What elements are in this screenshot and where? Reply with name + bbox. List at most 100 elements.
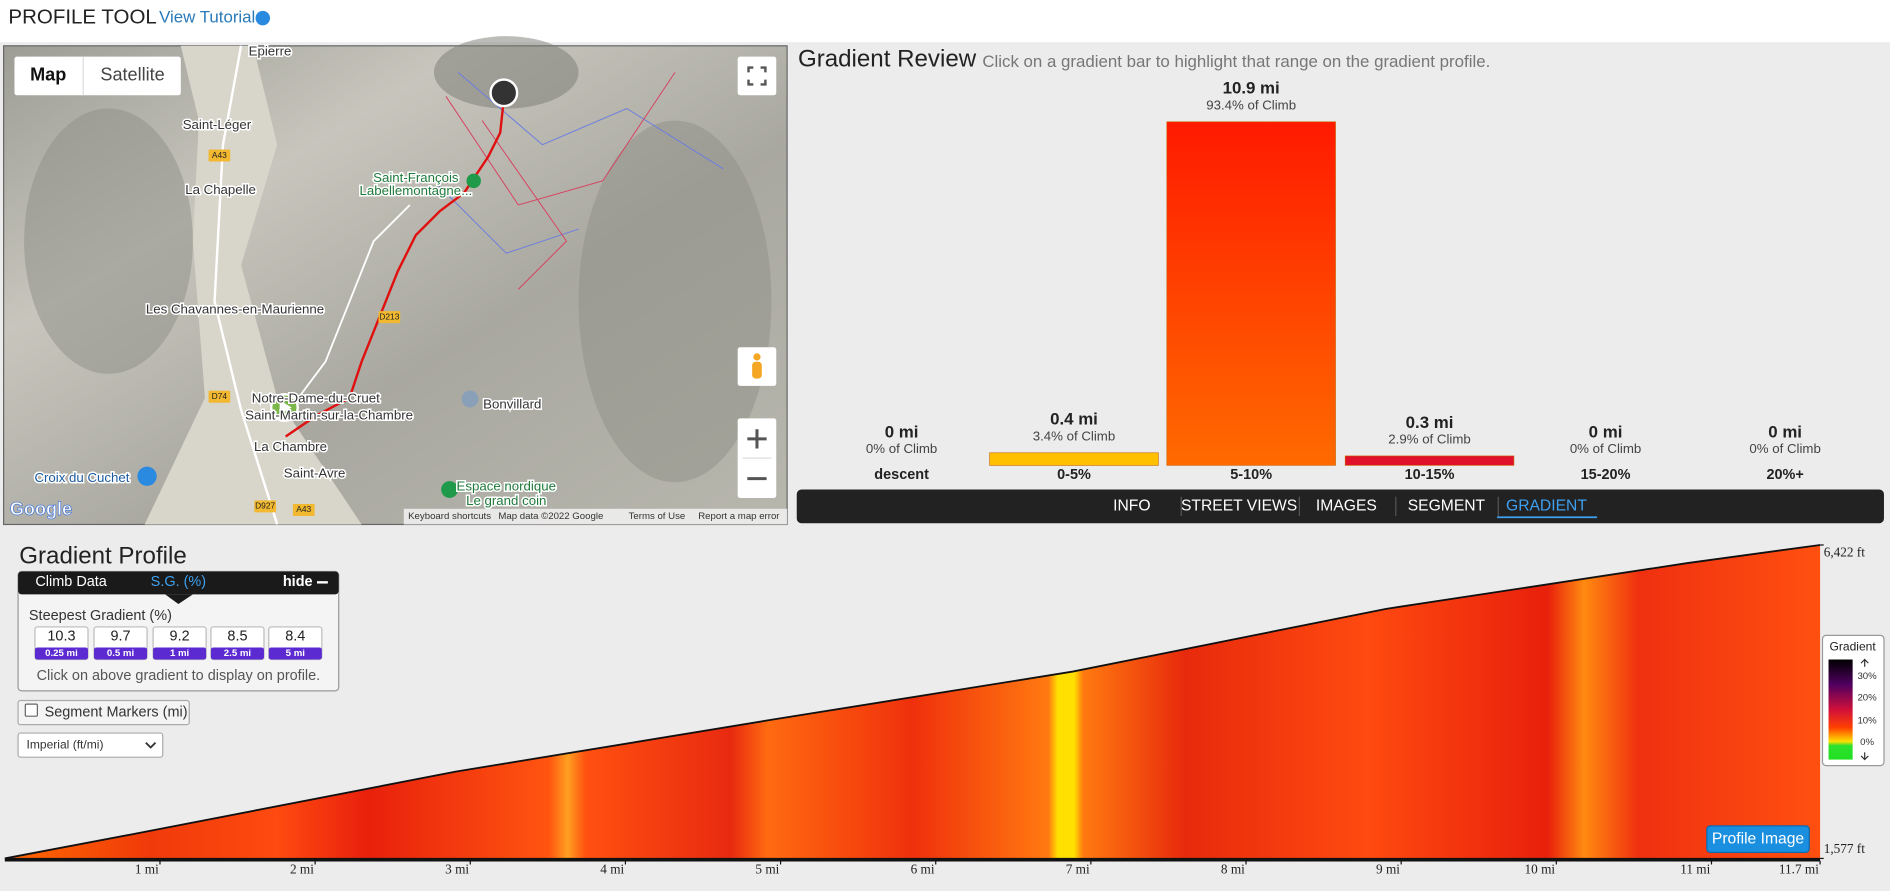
page-title: PROFILE TOOL	[8, 5, 156, 28]
steepest-span-bg	[268, 647, 322, 660]
select-chevron	[145, 742, 157, 749]
zoom-in[interactable]	[747, 429, 767, 449]
steepest-span-bg	[210, 647, 264, 660]
x-tick-label: 3 mi	[445, 862, 469, 877]
profile-image-label: Profile Image	[1712, 830, 1805, 847]
x-tick-label: 4 mi	[600, 862, 624, 877]
fullscreen-icon	[747, 66, 767, 86]
bar-range: 10-15%	[1405, 467, 1455, 483]
bar-distance: 0.3 mi	[1406, 413, 1454, 432]
map-place-label: La Chapelle	[185, 182, 256, 197]
profile-title: Gradient Profile	[19, 542, 186, 569]
road-label: D213	[379, 311, 399, 321]
map-place-label: Le grand coin	[466, 493, 546, 508]
steepest-value: 9.7	[110, 628, 130, 644]
steepest-value: 8.4	[285, 628, 305, 644]
legend-tick: 10%	[1857, 716, 1877, 727]
pegman-body	[752, 361, 762, 379]
map-place-label: Saint-Léger	[183, 117, 252, 132]
steepest-value: 10.3	[47, 628, 75, 644]
place-pin[interactable]	[461, 390, 479, 408]
gradient-bar[interactable]	[1344, 455, 1515, 466]
road-label: A43	[296, 504, 311, 514]
tab[interactable]: SEGMENT	[1408, 498, 1486, 515]
map-footer	[403, 508, 788, 525]
map-place-label: Epierre	[249, 43, 292, 58]
climb-tab[interactable]: Climb Data	[35, 574, 107, 590]
climb-data-header	[18, 571, 339, 595]
route[interactable]	[284, 98, 506, 438]
legend-title: Gradient	[1830, 640, 1877, 654]
tab[interactable]: INFO	[1113, 498, 1150, 515]
steepest-span: 0.5 mi	[107, 648, 134, 659]
road-label: D927	[255, 501, 275, 511]
bar-share: 2.9% of Climb	[1388, 432, 1470, 447]
checkbox[interactable]	[24, 703, 38, 717]
bar-range: 0-5%	[1057, 467, 1091, 483]
map-footer-link[interactable]: Keyboard shortcuts	[408, 511, 491, 522]
road	[288, 204, 411, 411]
bar-distance: 0.4 mi	[1050, 410, 1098, 429]
finish-marker[interactable]	[489, 78, 519, 108]
legend-scale	[1828, 659, 1853, 760]
map-place-label: Espace nordique	[457, 479, 556, 494]
legend-tick: 30%	[1857, 671, 1877, 682]
x-tick-label: 2 mi	[290, 862, 314, 877]
bar-range: 20%+	[1766, 467, 1803, 483]
place-pin[interactable]	[466, 173, 481, 189]
valley	[144, 45, 362, 525]
map-place-label: Saint-Avre	[284, 465, 346, 480]
x-tick-label: 11.7 mi	[1779, 862, 1819, 877]
tab[interactable]: STREET VIEWS	[1181, 498, 1297, 515]
bar-distance: 0 mi	[1589, 422, 1623, 441]
bar-distance: 0 mi	[1768, 422, 1802, 441]
y-tick-label: 1,577 ft	[1824, 841, 1866, 856]
fullscreen-button[interactable]	[737, 56, 777, 96]
mountain	[578, 120, 772, 483]
place-pin[interactable]	[137, 466, 157, 486]
bar-share: 0% of Climb	[866, 441, 937, 456]
tutorial-link[interactable]: View Tutorial	[159, 8, 255, 27]
x-tick-label: 6 mi	[911, 862, 935, 877]
tab-bar	[796, 489, 1884, 524]
satellite-button[interactable]: Satellite	[100, 65, 164, 85]
profile-image-button[interactable]	[1706, 825, 1810, 854]
map-footer-link[interactable]: Report a map error	[698, 511, 780, 522]
play-icon	[279, 400, 292, 415]
ski-run	[481, 120, 568, 290]
climb-tab[interactable]: hide	[283, 574, 313, 590]
gradient-bar[interactable]	[1166, 121, 1336, 466]
y-tick-label: 6,422 ft	[1824, 544, 1866, 559]
road-badge	[208, 149, 231, 162]
tab[interactable]: GRADIENT	[1506, 498, 1587, 515]
x-tick-label: 9 mi	[1376, 862, 1400, 877]
climb-tab[interactable]: S.G. (%)	[151, 574, 206, 590]
steepest-value: 8.5	[227, 628, 247, 644]
map-place-label: Croix du Cuchet	[34, 470, 129, 485]
x-tick-label: 10 mi	[1525, 862, 1556, 877]
bar-share: 0% of Climb	[1570, 441, 1641, 456]
mountain	[24, 108, 193, 374]
map-button[interactable]: Map	[30, 65, 66, 85]
x-tick-label: 8 mi	[1221, 862, 1245, 877]
units-label: Imperial (ft/mi)	[27, 737, 104, 751]
ski-run	[457, 71, 724, 170]
steepest-span: 5 mi	[286, 648, 305, 659]
road-badge	[254, 500, 277, 513]
google-logo: Google	[10, 499, 72, 519]
road	[213, 45, 279, 525]
info-icon[interactable]	[255, 10, 270, 26]
header-bar	[0, 0, 1890, 43]
ski-run	[445, 72, 676, 206]
tab[interactable]: IMAGES	[1316, 498, 1377, 515]
x-tick-label: 7 mi	[1066, 862, 1090, 877]
place-pin[interactable]	[441, 481, 459, 498]
gradient-bar[interactable]	[989, 452, 1159, 466]
x-tick-label: 1 mi	[135, 862, 159, 877]
map-footer-link[interactable]: Map data ©2022 Google	[498, 511, 603, 522]
map-type-control	[14, 56, 181, 96]
map-footer-link[interactable]: Terms of Use	[629, 511, 686, 522]
units-select[interactable]	[17, 732, 164, 758]
pegman-head	[753, 353, 761, 361]
legend-tick: 0%	[1860, 737, 1874, 748]
